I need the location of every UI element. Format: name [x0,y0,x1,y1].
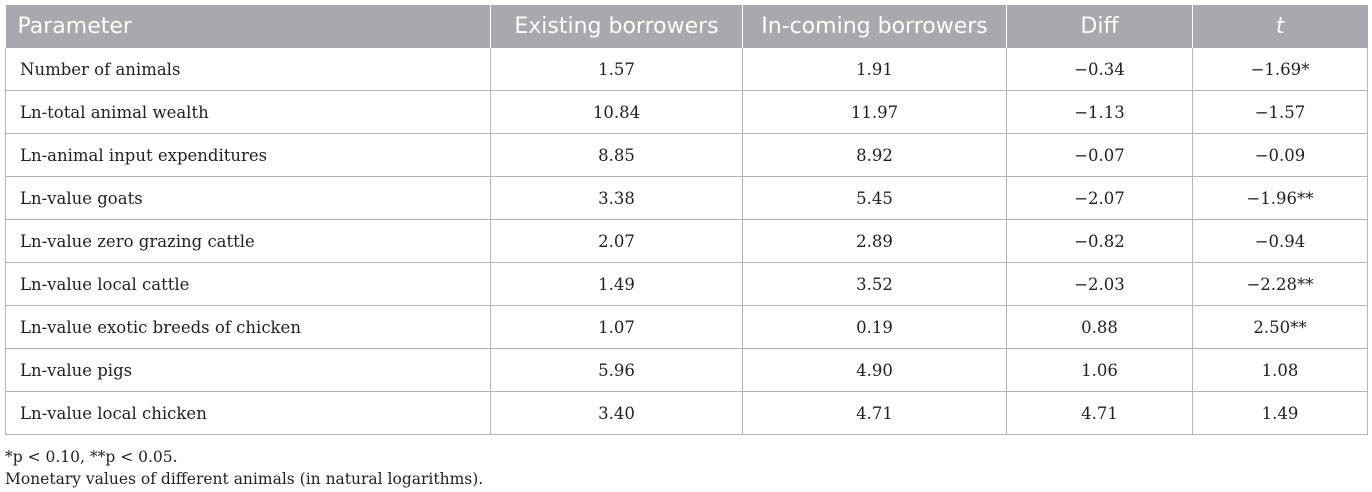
row-label: Ln-value zero grazing cattle [5,219,491,263]
t-value: −1.57 [1192,90,1368,134]
diff-value: −0.34 [1006,48,1193,91]
t-value: −1.69* [1192,48,1368,91]
row-label: Ln-animal input expenditures [5,133,491,177]
table-row: Ln-value pigs 5.96 4.90 1.06 1.08 [5,348,1368,392]
incoming-value: 8.92 [742,133,1007,177]
header-row: Parameter Existing borrowers In-coming b… [5,5,1368,48]
existing-value: 1.49 [490,262,743,306]
table-footnotes: *p < 0.10, **p < 0.05. Monetary values o… [5,446,483,490]
table-row: Ln-value exotic breeds of chicken 1.07 0… [5,305,1368,349]
table-row: Ln-animal input expenditures 8.85 8.92 −… [5,133,1368,177]
header-incoming-borrowers: In-coming borrowers [742,5,1007,48]
incoming-value: 4.90 [742,348,1007,392]
t-value: −0.94 [1192,219,1368,263]
diff-value: −0.07 [1006,133,1193,177]
t-value: −0.09 [1192,133,1368,177]
row-label: Ln-total animal wealth [5,90,491,134]
incoming-value: 0.19 [742,305,1007,349]
t-value: 2.50** [1192,305,1368,349]
incoming-value: 1.91 [742,48,1007,91]
row-label: Number of animals [5,48,491,91]
diff-value: 0.88 [1006,305,1193,349]
diff-value: 1.06 [1006,348,1193,392]
row-label: Ln-value goats [5,176,491,220]
table-row: Number of animals 1.57 1.91 −0.34 −1.69* [5,48,1368,91]
header-diff: Diff [1006,5,1193,48]
significance-footnote: *p < 0.10, **p < 0.05. [5,448,178,466]
existing-value: 2.07 [490,219,743,263]
t-value: 1.08 [1192,348,1368,392]
incoming-value: 2.89 [742,219,1007,263]
diff-value: 4.71 [1006,391,1193,435]
incoming-value: 11.97 [742,90,1007,134]
incoming-value: 3.52 [742,262,1007,306]
table-row: Ln-value local chicken 3.40 4.71 4.71 1.… [5,391,1368,435]
table-container: Parameter Existing borrowers In-coming b… [5,5,1368,435]
table-row: Ln-value goats 3.38 5.45 −2.07 −1.96** [5,176,1368,220]
existing-value: 8.85 [490,133,743,177]
table-row: Ln-total animal wealth 10.84 11.97 −1.13… [5,90,1368,134]
diff-value: −2.03 [1006,262,1193,306]
row-label: Ln-value local cattle [5,262,491,306]
header-parameter: Parameter [5,5,491,48]
comparison-table: Parameter Existing borrowers In-coming b… [5,5,1368,435]
t-value: −2.28** [1192,262,1368,306]
row-label: Ln-value local chicken [5,391,491,435]
header-t-statistic: t [1192,5,1368,48]
existing-value: 5.96 [490,348,743,392]
existing-value: 3.38 [490,176,743,220]
diff-value: −0.82 [1006,219,1193,263]
incoming-value: 5.45 [742,176,1007,220]
diff-value: −1.13 [1006,90,1193,134]
table-row: Ln-value zero grazing cattle 2.07 2.89 −… [5,219,1368,263]
t-value: 1.49 [1192,391,1368,435]
existing-value: 1.57 [490,48,743,91]
monetary-values-footnote: Monetary values of different animals (in… [5,470,484,488]
row-label: Ln-value exotic breeds of chicken [5,305,491,349]
row-label: Ln-value pigs [5,348,491,392]
t-value: −1.96** [1192,176,1368,220]
header-existing-borrowers: Existing borrowers [490,5,743,48]
incoming-value: 4.71 [742,391,1007,435]
diff-value: −2.07 [1006,176,1193,220]
existing-value: 1.07 [490,305,743,349]
existing-value: 10.84 [490,90,743,134]
existing-value: 3.40 [490,391,743,435]
table-row: Ln-value local cattle 1.49 3.52 −2.03 −2… [5,262,1368,306]
